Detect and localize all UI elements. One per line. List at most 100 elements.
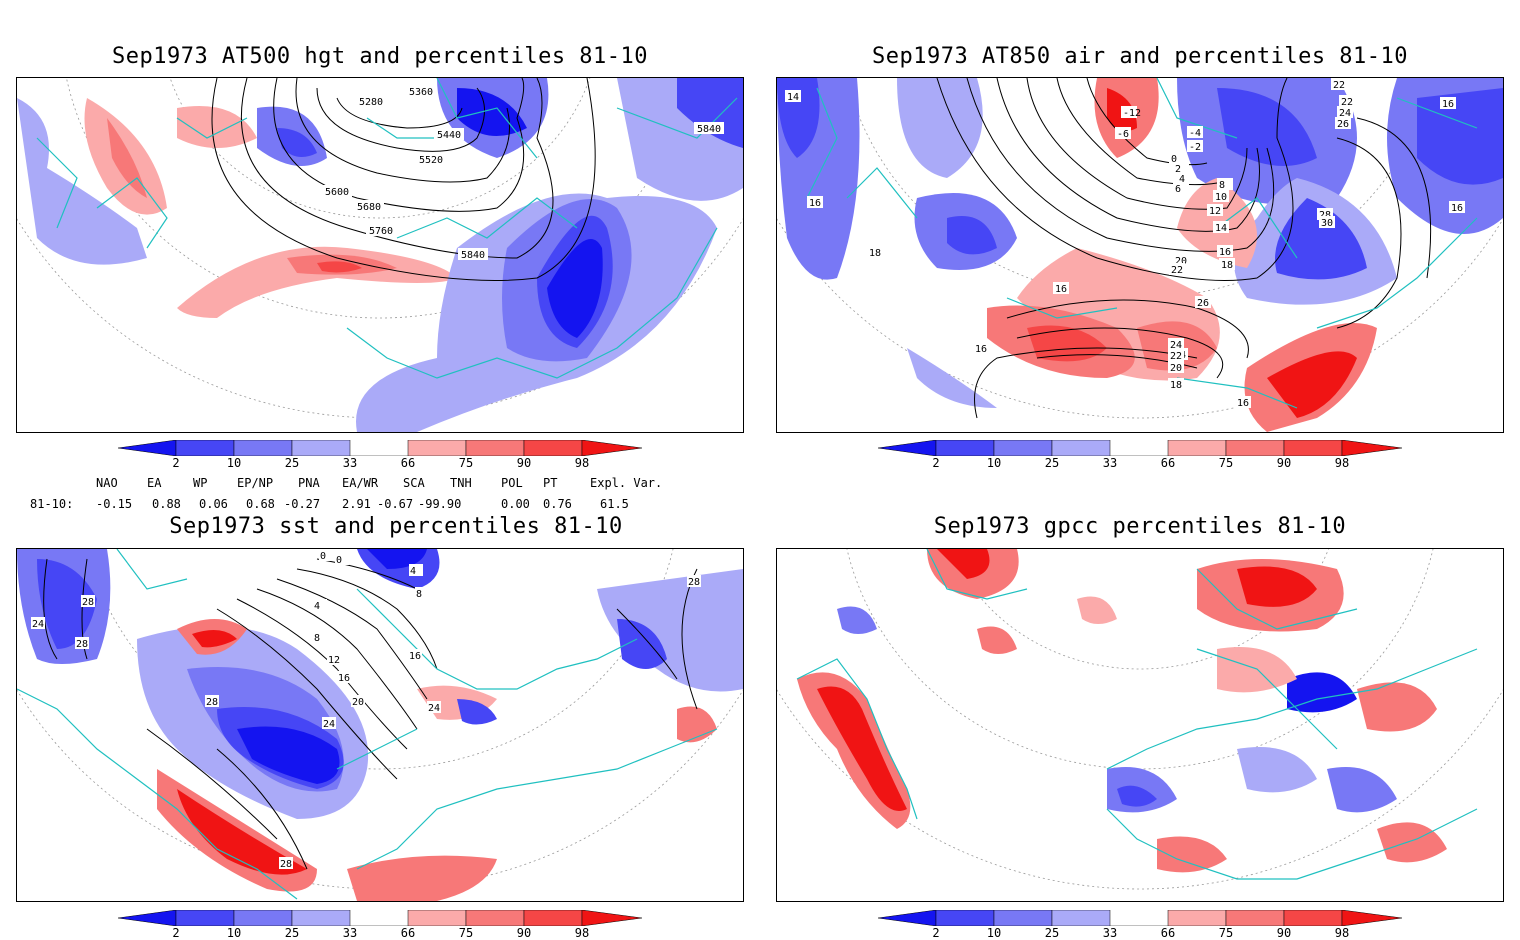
- contour-label: 28: [280, 859, 292, 870]
- map-panel-air850: 14 16 16 18 -4 -2 0 2 4 6 8 10 12 14 16 …: [776, 77, 1504, 433]
- contour-label: 5280: [359, 97, 383, 108]
- contour-label: 16: [409, 651, 421, 662]
- contour-label: 28: [76, 639, 88, 650]
- contour-label: 16: [1055, 284, 1067, 295]
- colorbar-label: 98: [1334, 456, 1350, 470]
- index-value: -0.15: [96, 497, 133, 511]
- colorbar-label: 75: [1218, 456, 1234, 470]
- contour-label: 5840: [697, 124, 721, 135]
- map-panel-hgt500: 5280 5360 5440 5520 5600 5680 5760 5840 …: [16, 77, 744, 433]
- index-header: SCA: [403, 476, 425, 490]
- contour-label: 28: [82, 597, 94, 608]
- contour-label: 22: [1341, 97, 1353, 108]
- index-value: 61.5: [600, 497, 629, 511]
- contour-label: 5360: [409, 87, 433, 98]
- contour-label: 0: [320, 551, 326, 562]
- contour-label: 28: [1319, 210, 1331, 221]
- index-header: Expl. Var.: [590, 476, 663, 490]
- panel-3-title: Sep1973 sst and percentiles 81-10: [169, 514, 623, 539]
- panel-2-title: Sep1973 AT850 air and percentiles 81-10: [871, 44, 1409, 69]
- contour-label: 26: [1197, 298, 1209, 309]
- colorbar-label: 98: [1334, 926, 1350, 940]
- colorbar-label: 10: [986, 456, 1002, 470]
- colorbar-label: 66: [400, 926, 416, 940]
- index-header: POL: [501, 476, 523, 490]
- contour-label: 4: [1179, 174, 1185, 185]
- colorbar-label: 75: [458, 926, 474, 940]
- contour-label: 5440: [437, 130, 461, 141]
- contour-label: 0: [1171, 154, 1177, 165]
- contour-label: 20: [1175, 256, 1187, 267]
- contour-label: 5600: [325, 187, 349, 198]
- contour-label: 28: [206, 697, 218, 708]
- colorbar-label: 98: [574, 926, 590, 940]
- colorbar-label: 33: [342, 456, 358, 470]
- contour-label: 8: [416, 589, 422, 600]
- contour-label: 12: [1209, 206, 1221, 217]
- colorbar-top-left-scale: [117, 439, 643, 457]
- contour-label: 24: [32, 619, 44, 630]
- colorbar-label: 2: [172, 926, 180, 940]
- contour-label: 26: [1337, 119, 1349, 130]
- contour-label: 24: [1339, 108, 1351, 119]
- contour-label: 20: [352, 697, 364, 708]
- index-value: -99.90: [418, 497, 462, 511]
- panel-1-title: Sep1973 AT500 hgt and percentiles 81-10: [111, 44, 649, 69]
- contour-label: 5760: [369, 226, 393, 237]
- index-value: 0.88: [152, 497, 181, 511]
- colorbar-label: 2: [172, 456, 180, 470]
- contour-label: 16: [975, 344, 987, 355]
- contour-label: 10: [1215, 192, 1227, 203]
- colorbar-label: 25: [1044, 926, 1060, 940]
- map-panel-sst: 24 28 28 4 8 12 16 20 24 28 4 8 16 24 0 …: [16, 548, 744, 902]
- colorbar-label: 90: [516, 926, 532, 940]
- map-panel-gpcc: [776, 548, 1504, 902]
- colorbar-top-left: 2 10 25 33 66 75 90 98: [117, 439, 643, 470]
- contour-label: 22: [1171, 265, 1183, 276]
- contour-label: 16: [809, 198, 821, 209]
- contour-label: 4: [314, 601, 320, 612]
- index-value: 0.06: [199, 497, 228, 511]
- contour-label: 24: [323, 719, 335, 730]
- contour-label: 14: [787, 92, 799, 103]
- index-header: EA: [147, 476, 162, 490]
- contour-label: 18: [1221, 260, 1233, 271]
- colorbar-label: 25: [284, 926, 300, 940]
- contour-label: -6: [1117, 129, 1129, 140]
- colorbar-label: 10: [226, 926, 242, 940]
- index-header: EA/WR: [342, 476, 379, 490]
- contour-label: 24: [1170, 340, 1182, 351]
- colorbar-label: 10: [986, 926, 1002, 940]
- index-value: 0.76: [543, 497, 572, 511]
- air850-map: 14 16 16 18 -4 -2 0 2 4 6 8 10 12 14 16 …: [777, 78, 1503, 432]
- contour-label: 0: [336, 555, 342, 566]
- colorbar-label: 25: [284, 456, 300, 470]
- contour-label: 18: [869, 248, 881, 259]
- contour-label: 28: [688, 577, 700, 588]
- contour-label: 24: [428, 703, 440, 714]
- index-value: 2.91: [342, 497, 371, 511]
- contour-label: 4: [410, 566, 416, 577]
- colorbar-label: 25: [1044, 456, 1060, 470]
- panel-4-title: Sep1973 gpcc percentiles 81-10: [933, 514, 1347, 539]
- colorbar-label: 98: [574, 456, 590, 470]
- contour-label: 6: [1175, 184, 1181, 195]
- contour-label: -4: [1189, 128, 1201, 139]
- contour-label: 5520: [419, 155, 443, 166]
- contour-label: 16: [1237, 398, 1249, 409]
- contour-label: 18: [1170, 380, 1182, 391]
- colorbar-bottom-right: 2 10 25 33 66 75 90 98: [877, 909, 1403, 940]
- contour-label: 8: [1219, 180, 1225, 191]
- colorbar-label: 90: [1276, 456, 1292, 470]
- contour-label: -2: [1189, 142, 1201, 153]
- colorbar-label: 75: [1218, 926, 1234, 940]
- colorbar-label: 33: [342, 926, 358, 940]
- colorbar-label: 33: [1102, 926, 1118, 940]
- colorbar-label: 90: [1276, 926, 1292, 940]
- index-value: 0.00: [501, 497, 530, 511]
- contour-label: 12: [328, 655, 340, 666]
- contour-label: 5840: [461, 250, 485, 261]
- index-value: -0.67: [377, 497, 414, 511]
- contour-label: 30: [1321, 218, 1333, 229]
- contour-label: 14: [1215, 223, 1227, 234]
